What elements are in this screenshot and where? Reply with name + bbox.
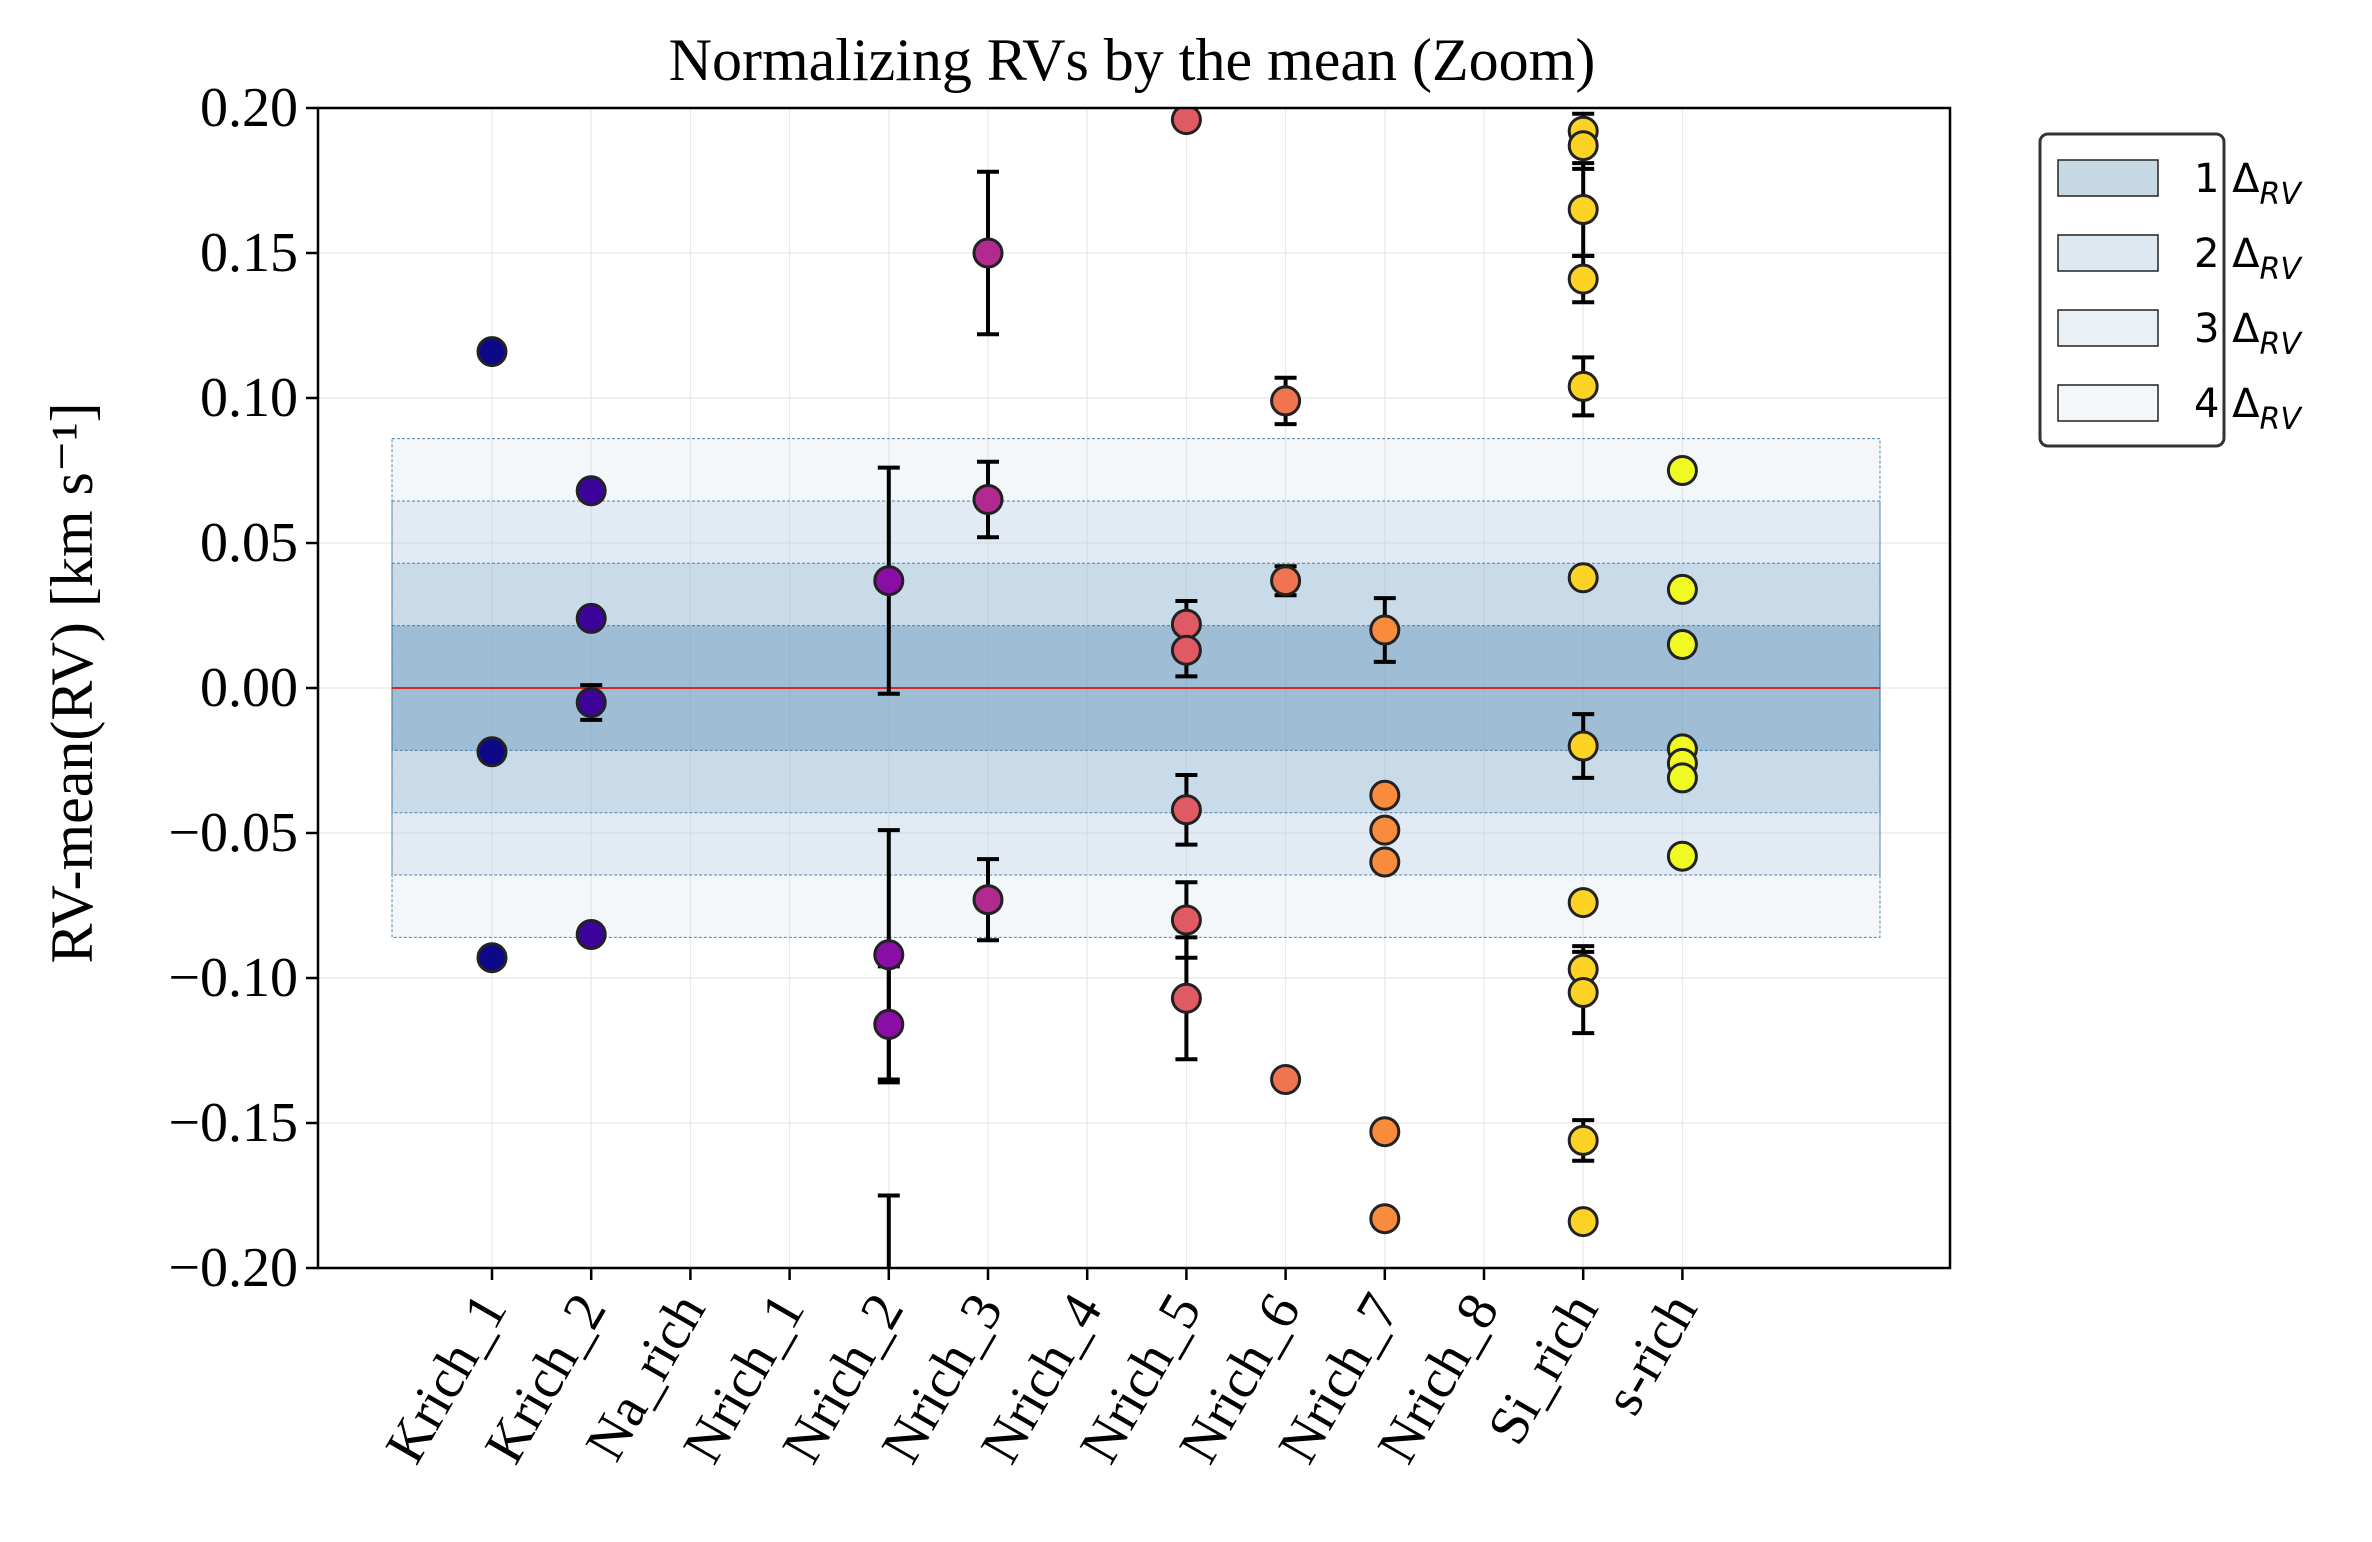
data-point bbox=[1567, 130, 1599, 162]
data-point bbox=[1369, 846, 1401, 878]
data-point bbox=[1270, 385, 1302, 417]
y-tick-label: 0.20 bbox=[200, 77, 298, 139]
series-nrich_3 bbox=[972, 169, 1004, 943]
series-s-rich bbox=[1666, 455, 1698, 872]
data-point bbox=[972, 484, 1004, 515]
data-point bbox=[1567, 194, 1599, 225]
data-point bbox=[1567, 1206, 1599, 1238]
y-tick-label: 0.15 bbox=[200, 222, 298, 284]
data-point bbox=[1567, 1124, 1599, 1156]
data-point bbox=[476, 942, 508, 974]
legend-box bbox=[2038, 132, 2226, 448]
data-point bbox=[1567, 887, 1599, 919]
data-point bbox=[575, 687, 607, 718]
legend-swatch bbox=[2057, 159, 2159, 197]
series-nrich_5 bbox=[1170, 108, 1202, 1062]
data-point bbox=[1666, 573, 1698, 605]
data-point bbox=[1369, 1203, 1401, 1235]
data-point bbox=[1369, 779, 1401, 811]
data-point bbox=[1567, 263, 1599, 295]
data-point bbox=[1170, 794, 1202, 826]
data-point bbox=[1369, 614, 1401, 646]
series-nrich_7 bbox=[1369, 596, 1401, 1235]
y-tick-label: 0.00 bbox=[200, 657, 298, 719]
data-point bbox=[1567, 562, 1599, 594]
plot-area: −0.20 −0.15 −0.10 −0.05 0.00 0.05 0.10 0.15 0.20… bbox=[168, 77, 1952, 1473]
data-point bbox=[575, 475, 607, 507]
chart-title: Normalizing RVs by the mean (Zoom) bbox=[669, 27, 1596, 93]
data-points bbox=[476, 108, 1698, 1268]
data-point bbox=[1567, 370, 1599, 402]
data-point bbox=[1666, 840, 1698, 872]
y-axis: −0.20 −0.15 −0.10 −0.05 0.00 0.05 0.10 0.15 0.20 bbox=[168, 77, 318, 1299]
y-tick-label: −0.15 bbox=[168, 1092, 298, 1154]
data-point bbox=[476, 736, 508, 768]
data-point bbox=[1270, 1064, 1302, 1095]
data-point bbox=[873, 565, 905, 597]
y-axis-label: RV-mean(RV) [km s⁻¹] bbox=[39, 402, 105, 963]
data-point bbox=[1666, 629, 1698, 660]
series-nrich_2 bbox=[873, 465, 905, 1268]
data-point bbox=[1170, 904, 1202, 936]
data-point bbox=[1666, 455, 1698, 486]
data-point bbox=[1170, 608, 1202, 640]
data-point bbox=[972, 884, 1004, 916]
data-point bbox=[972, 237, 1004, 269]
legend-swatch bbox=[2057, 234, 2159, 272]
series-krich_1 bbox=[476, 336, 508, 974]
y-tick-label: −0.05 bbox=[168, 802, 298, 864]
data-point bbox=[1666, 762, 1698, 794]
data-point bbox=[1170, 108, 1202, 136]
series-si_rich bbox=[1567, 111, 1599, 1238]
x-tick-label: s-rich bbox=[1592, 1284, 1709, 1425]
data-point bbox=[1567, 730, 1599, 762]
data-point bbox=[1170, 634, 1202, 666]
y-tick-label: −0.20 bbox=[168, 1237, 298, 1299]
series-krich_2 bbox=[575, 475, 607, 950]
data-point bbox=[873, 1008, 905, 1040]
data-point bbox=[1270, 565, 1302, 597]
data-point bbox=[1369, 1116, 1401, 1148]
data-point bbox=[476, 336, 508, 368]
legend-swatch bbox=[2057, 384, 2159, 422]
legend-swatch bbox=[2057, 309, 2159, 347]
data-point bbox=[575, 919, 607, 950]
series-nrich_6 bbox=[1270, 375, 1302, 1095]
data-point bbox=[873, 939, 905, 971]
y-tick-label: 0.05 bbox=[200, 512, 298, 574]
data-point bbox=[1170, 982, 1202, 1014]
y-tick-label: −0.10 bbox=[168, 947, 298, 1009]
y-tick-label: 0.10 bbox=[200, 367, 298, 429]
data-point bbox=[575, 602, 607, 634]
x-axis: Krich_1Krich_2Na_richNrich_1Nrich_2Nrich… bbox=[374, 1268, 1710, 1473]
data-point bbox=[1567, 977, 1599, 1008]
data-point bbox=[1369, 814, 1401, 846]
